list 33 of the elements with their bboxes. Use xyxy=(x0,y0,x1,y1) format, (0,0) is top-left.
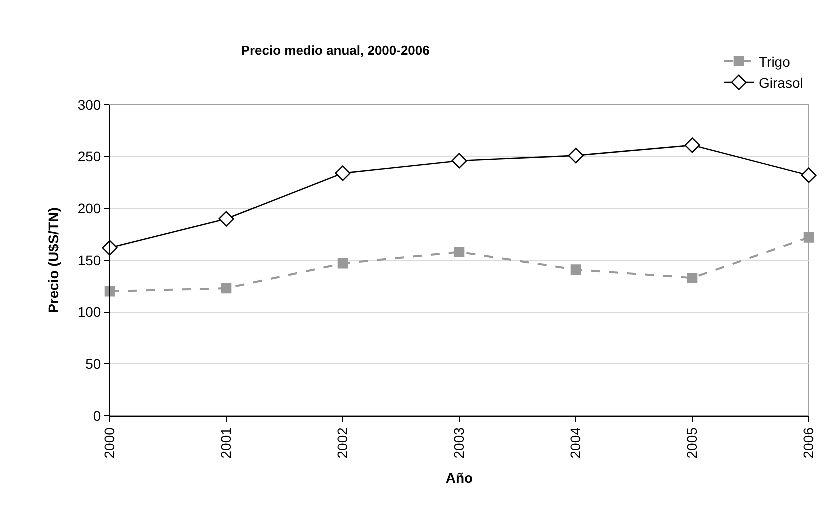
point xyxy=(452,153,468,169)
point xyxy=(684,138,700,154)
y-axis-title: Precio (U$S/TN) xyxy=(45,208,62,314)
y-tick-label: 300 xyxy=(78,96,102,113)
x-tick-label: 2006 xyxy=(800,427,817,459)
point xyxy=(687,272,698,284)
point xyxy=(568,148,584,164)
x-tick-label: 2004 xyxy=(568,427,584,459)
x-tick-label: 2000 xyxy=(102,427,118,459)
y-tick-label: 0 xyxy=(93,408,102,424)
y-tick-label: 200 xyxy=(78,200,102,217)
point xyxy=(221,283,232,294)
point xyxy=(218,211,234,227)
point xyxy=(104,286,116,297)
chart-title: Precio medio anual, 2000-2006 xyxy=(241,43,430,58)
legend-label: Girasol xyxy=(759,75,804,92)
y-tick-label: 250 xyxy=(78,148,102,165)
point xyxy=(801,168,817,184)
y-tick-label: 50 xyxy=(86,356,102,372)
point xyxy=(102,240,118,256)
point xyxy=(804,232,814,243)
legend-label: Trigo xyxy=(759,54,791,70)
y-tick-label: 100 xyxy=(78,304,102,320)
point xyxy=(335,166,351,182)
x-tick-label: 2005 xyxy=(684,427,700,459)
x-tick-label: 2001 xyxy=(218,427,234,459)
x-axis-title: Año xyxy=(446,470,474,486)
point xyxy=(454,247,465,258)
point xyxy=(338,258,348,269)
y-tick-label: 150 xyxy=(78,252,102,268)
point xyxy=(570,264,582,275)
x-tick-label: 2003 xyxy=(451,427,468,459)
x-tick-label: 2002 xyxy=(334,427,351,459)
